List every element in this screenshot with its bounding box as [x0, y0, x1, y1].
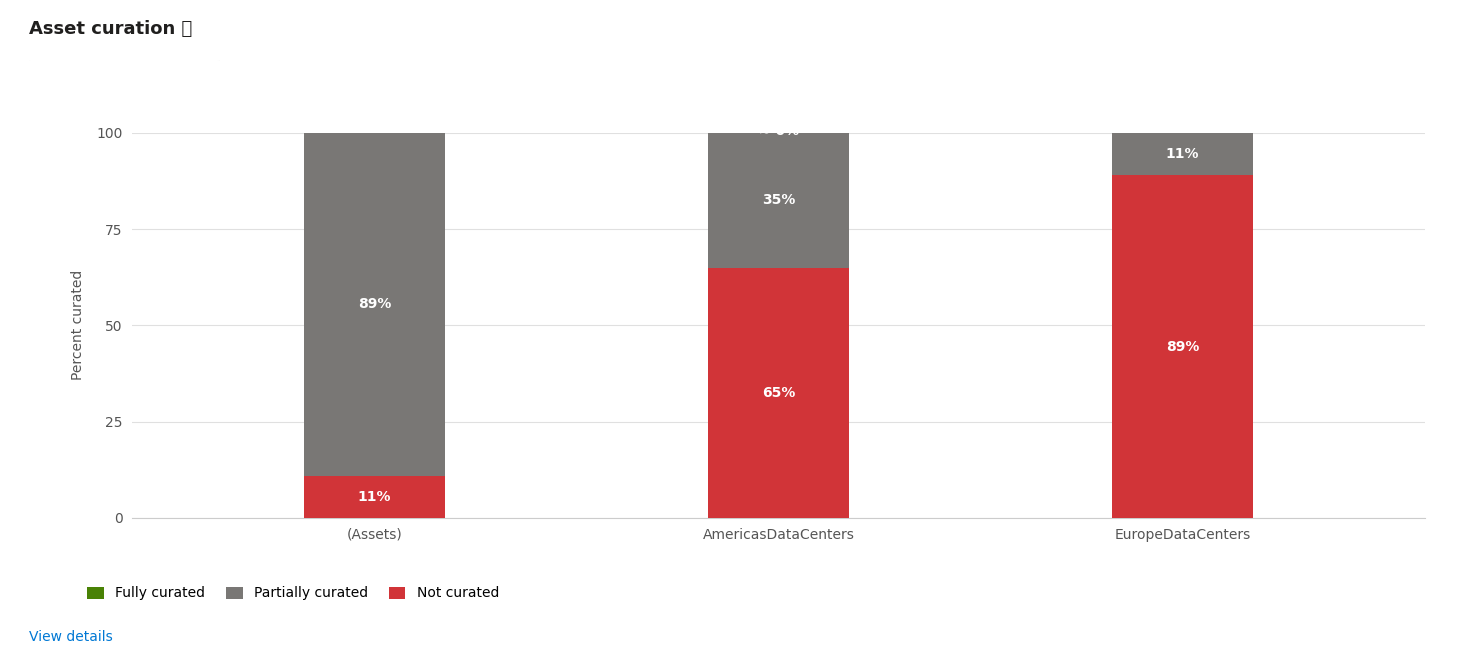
Text: View details: View details [29, 630, 113, 644]
Bar [1112, 133, 1253, 175]
Text: 89%: 89% [1166, 339, 1199, 353]
Text: 65%: 65% [762, 386, 795, 400]
Text: 35%: 35% [762, 193, 795, 207]
Text: Collection : (Root) Contoso: Collection : (Root) Contoso [41, 76, 209, 90]
Text: Asset curation ⓘ: Asset curation ⓘ [29, 20, 192, 38]
Bar [708, 268, 849, 518]
Bar [304, 475, 445, 518]
Bar [1112, 175, 1253, 518]
Y-axis label: Percent curated: Percent curated [71, 270, 85, 380]
Bar [708, 133, 849, 268]
Text: 11%: 11% [358, 490, 391, 504]
Bar [708, 129, 849, 133]
Bar [304, 133, 445, 475]
Legend: Fully curated, Partially curated, Not curated: Fully curated, Partially curated, Not cu… [88, 586, 499, 600]
Text: 11%: 11% [1166, 147, 1199, 161]
Text: 89%: 89% [358, 297, 391, 311]
Text: ≈ 0%: ≈ 0% [758, 124, 799, 138]
FancyBboxPatch shape [16, 59, 232, 108]
